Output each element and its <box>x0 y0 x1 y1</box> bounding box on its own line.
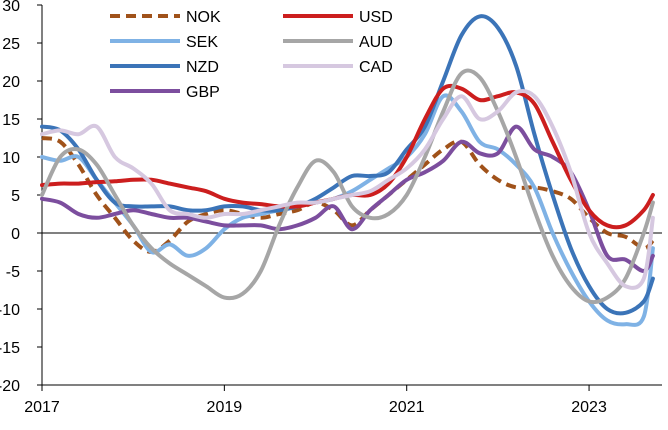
series-line-aud <box>40 68 655 305</box>
legend-label-usd: USD <box>359 9 393 26</box>
series-line-cad <box>40 89 655 290</box>
y-tick-label: 30 <box>2 0 20 15</box>
legend-label-sek: SEK <box>186 34 218 51</box>
y-tick-label: 25 <box>2 36 20 53</box>
x-tick-label: 2019 <box>207 399 243 416</box>
x-tick-label: 2021 <box>389 399 425 416</box>
y-tick-label: 15 <box>2 112 20 129</box>
series-line-nok <box>41 136 655 254</box>
legend-label-gbp: GBP <box>186 84 220 101</box>
legend: NOK USD SEK AUD NZD CAD GBP <box>110 9 393 101</box>
x-tick-label: 2017 <box>24 399 60 416</box>
y-tick-label: 10 <box>2 150 20 167</box>
x-tick-label: 2023 <box>571 399 607 416</box>
legend-label-nok: NOK <box>186 9 221 26</box>
series-line-sek <box>40 93 655 327</box>
y-tick-label: -15 <box>0 340 20 357</box>
y-tick-label: -5 <box>6 264 20 281</box>
y-tick-label: 20 <box>2 74 20 91</box>
y-tick-label: -10 <box>0 302 20 319</box>
y-tick-label: -20 <box>0 378 20 395</box>
legend-label-cad: CAD <box>359 59 393 76</box>
series-line-gbp <box>40 124 655 273</box>
y-tick-label: 0 <box>11 226 20 243</box>
legend-label-aud: AUD <box>359 34 393 51</box>
series-layer <box>40 14 655 327</box>
series-line-nzd <box>40 14 655 316</box>
legend-label-nzd: NZD <box>186 59 219 76</box>
y-tick-label: 5 <box>11 188 20 205</box>
